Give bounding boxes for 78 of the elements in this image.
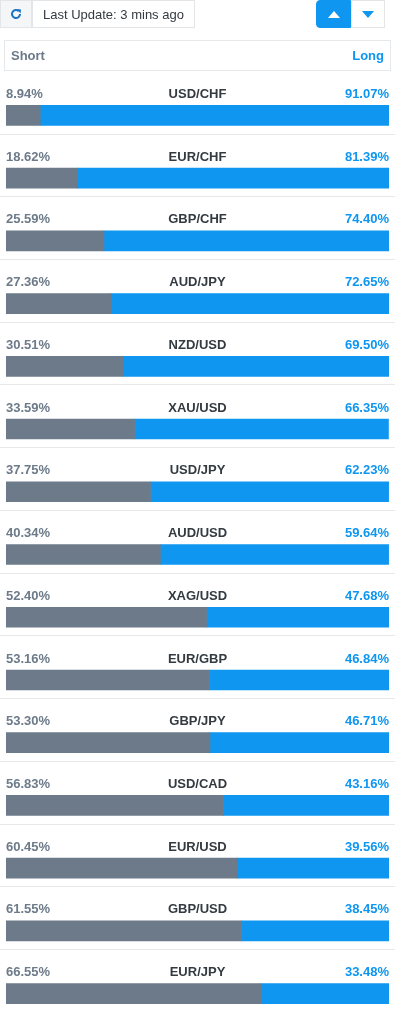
bar — [223, 795, 389, 816]
bar — [103, 230, 389, 252]
data-label: 52.40% — [6, 587, 51, 603]
data-label: 69.50% — [344, 336, 390, 352]
y-tick-label: USD/CHF — [168, 85, 227, 101]
bar — [6, 481, 151, 503]
data-label: 66.35% — [344, 399, 390, 415]
y-tick-label: XAU/USD — [168, 399, 227, 415]
bar — [134, 418, 389, 440]
bar — [206, 606, 389, 628]
data-label: 60.45% — [6, 838, 51, 854]
bar — [6, 920, 242, 942]
bar — [150, 481, 389, 503]
bar — [237, 857, 389, 879]
bar — [39, 105, 389, 126]
data-label: 46.84% — [344, 650, 390, 666]
data-label: 61.55% — [6, 901, 51, 917]
y-tick-label: NZD/USD — [168, 336, 227, 352]
y-tick-label: USD/CAD — [167, 776, 228, 792]
data-label: 47.68% — [344, 587, 390, 603]
bar — [122, 355, 389, 377]
bar — [6, 544, 161, 565]
data-label: 39.56% — [344, 838, 390, 854]
data-label: 53.30% — [6, 713, 51, 729]
y-tick-label: EUR/JPY — [169, 964, 226, 980]
data-label: 25.59% — [6, 211, 51, 227]
data-label: 66.55% — [6, 964, 51, 980]
y-tick-label: GBP/CHF — [168, 211, 227, 227]
bar — [209, 669, 389, 691]
data-label: 59.64% — [344, 525, 390, 541]
data-label: 37.75% — [6, 462, 51, 478]
data-label: 46.71% — [344, 713, 390, 729]
text: Short — [11, 48, 45, 63]
y-tick-label: GBP/USD — [167, 901, 228, 917]
data-label: 30.51% — [6, 336, 51, 352]
data-label: 74.40% — [344, 211, 390, 227]
y-tick-label: XAG/USD — [167, 587, 228, 603]
bar — [76, 167, 389, 189]
bar — [6, 167, 78, 189]
bar — [6, 606, 207, 628]
data-label: 33.48% — [344, 964, 390, 980]
y-tick-label: EUR/CHF — [168, 148, 227, 164]
bar — [260, 983, 389, 1004]
bar — [209, 732, 389, 754]
bar — [6, 355, 124, 377]
y-tick-label: EUR/GBP — [167, 650, 228, 666]
y-tick-label: AUD/USD — [167, 525, 228, 541]
y-tick-label: AUD/JPY — [169, 274, 226, 290]
bar — [110, 293, 389, 314]
data-label: 72.65% — [344, 274, 390, 290]
bar — [6, 983, 262, 1004]
y-tick-label: GBP/JPY — [169, 713, 226, 729]
bar — [160, 544, 389, 565]
data-label: 38.45% — [344, 901, 390, 917]
data-label: 81.39% — [344, 148, 390, 164]
text: Long — [352, 48, 384, 63]
data-label: 62.23% — [344, 462, 390, 478]
data-label: 8.94% — [6, 85, 44, 101]
data-label: 18.62% — [6, 148, 51, 164]
data-label: 91.07% — [344, 85, 390, 101]
bar — [6, 669, 210, 691]
data-label: 56.83% — [6, 776, 51, 792]
bar — [6, 795, 224, 816]
chart-title: Last Update: 3 mins ago — [32, 0, 195, 28]
data-label: 33.59% — [6, 399, 51, 415]
bar — [6, 230, 105, 252]
data-label: 53.16% — [6, 650, 51, 666]
bar — [6, 732, 211, 754]
bar — [6, 418, 135, 440]
data-label: 43.16% — [344, 776, 390, 792]
data-label: 40.34% — [6, 525, 51, 541]
bar — [241, 920, 389, 942]
bar — [6, 293, 112, 314]
bar — [6, 857, 238, 879]
y-tick-label: USD/JPY — [169, 462, 226, 478]
data-label: 27.36% — [6, 274, 51, 290]
y-tick-label: EUR/USD — [168, 838, 227, 854]
bar — [6, 105, 41, 126]
